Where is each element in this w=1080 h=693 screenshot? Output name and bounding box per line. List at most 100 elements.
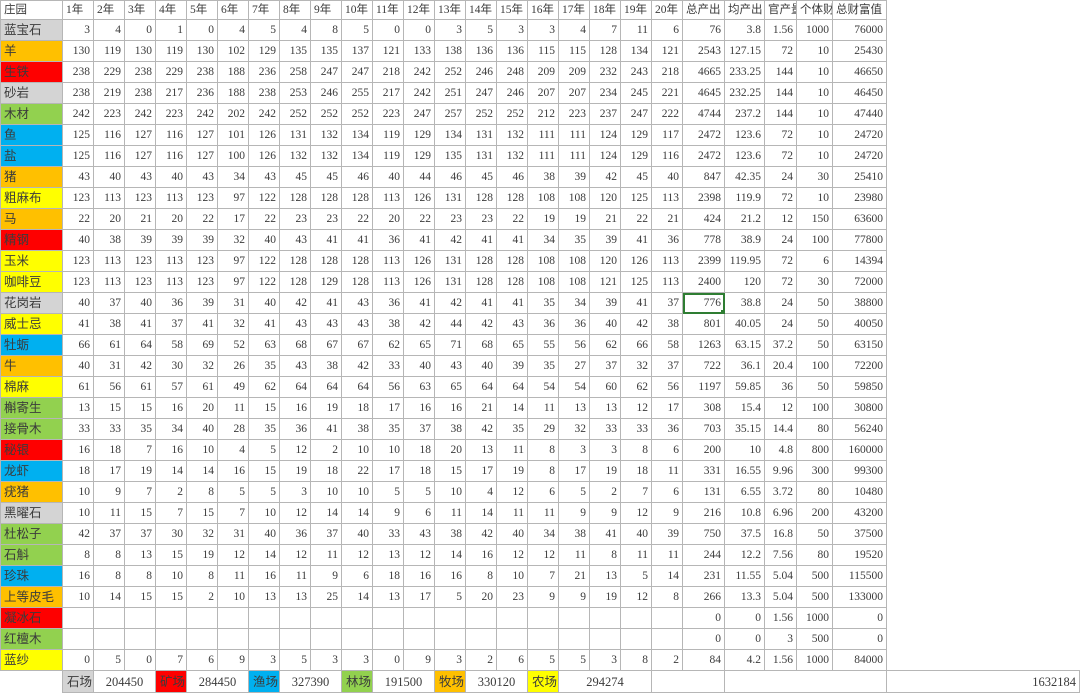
cell-玉米-year-5[interactable]: 123 (186, 250, 218, 272)
cell-秘银-year-2[interactable]: 18 (93, 439, 125, 461)
cell-蓝纱-year-15[interactable]: 6 (496, 649, 528, 671)
cell-秘银-year-14[interactable]: 13 (465, 439, 497, 461)
cell-马-year-4[interactable]: 20 (155, 208, 187, 230)
cell-威士忌-year-3[interactable]: 41 (124, 313, 156, 335)
cell-棉麻-year-18[interactable]: 60 (589, 376, 621, 398)
cell-精钢-unit-wealth[interactable]: 100 (796, 229, 833, 251)
row-label-木材[interactable]: 木材 (0, 103, 63, 125)
cell-蓝宝石-year-19[interactable]: 11 (620, 19, 652, 41)
cell-咖啡豆-total-output[interactable]: 2400 (682, 271, 725, 293)
cell-木材-year-12[interactable]: 247 (403, 103, 435, 125)
cell-生铁-avg-output[interactable]: 233.25 (724, 61, 765, 83)
cell-珍珠-year-18[interactable]: 13 (589, 565, 621, 587)
cell-木材-year-13[interactable]: 257 (434, 103, 466, 125)
cell-棉麻-year-4[interactable]: 57 (155, 376, 187, 398)
cell-精钢-official-output[interactable]: 24 (764, 229, 797, 251)
cell-蓝纱-year-2[interactable]: 5 (93, 649, 125, 671)
cell-牛-year-20[interactable]: 37 (651, 355, 683, 377)
cell-咖啡豆-year-13[interactable]: 131 (434, 271, 466, 293)
column-header-均产出[interactable]: 均产出 (724, 0, 765, 20)
cell-凝冰石-avg-output[interactable]: 0 (724, 607, 765, 629)
cell-蓝宝石-year-6[interactable]: 4 (217, 19, 249, 41)
cell-猪-year-8[interactable]: 45 (279, 166, 311, 188)
cell-龙虾-year-6[interactable]: 16 (217, 460, 249, 482)
cell-生铁-year-9[interactable]: 247 (310, 61, 342, 83)
cell-槲寄生-year-17[interactable]: 13 (558, 397, 590, 419)
cell-红檀木-year-14[interactable] (465, 628, 497, 650)
cell-接骨木-year-13[interactable]: 38 (434, 418, 466, 440)
cell-咖啡豆-year-10[interactable]: 128 (341, 271, 373, 293)
cell-精钢-year-5[interactable]: 39 (186, 229, 218, 251)
cell-杜松子-year-3[interactable]: 37 (124, 523, 156, 545)
cell-蓝纱-year-3[interactable]: 0 (124, 649, 156, 671)
cell-秘银-year-6[interactable]: 4 (217, 439, 249, 461)
cell-精钢-year-9[interactable]: 41 (310, 229, 342, 251)
cell-凝冰石-official-output[interactable]: 1.56 (764, 607, 797, 629)
cell-羊-year-3[interactable]: 130 (124, 40, 156, 62)
cell-精钢-avg-output[interactable]: 38.9 (724, 229, 765, 251)
cell-羊-year-16[interactable]: 115 (527, 40, 559, 62)
cell-生铁-year-11[interactable]: 218 (372, 61, 404, 83)
cell-玉米-avg-output[interactable]: 119.95 (724, 250, 765, 272)
cell-鱼-year-15[interactable]: 132 (496, 124, 528, 146)
cell-花岗岩-official-output[interactable]: 24 (764, 292, 797, 314)
cell-猪-year-16[interactable]: 38 (527, 166, 559, 188)
column-header-year-2[interactable]: 2年 (93, 0, 125, 20)
cell-咖啡豆-year-8[interactable]: 128 (279, 271, 311, 293)
cell-上等皮毛-year-20[interactable]: 8 (651, 586, 683, 608)
cell-木材-year-16[interactable]: 212 (527, 103, 559, 125)
cell-牛-avg-output[interactable]: 36.1 (724, 355, 765, 377)
cell-珍珠-year-19[interactable]: 5 (620, 565, 652, 587)
cell-上等皮毛-year-17[interactable]: 9 (558, 586, 590, 608)
cell-威士忌-avg-output[interactable]: 40.05 (724, 313, 765, 335)
cell-羊-year-6[interactable]: 102 (217, 40, 249, 62)
cell-生铁-year-13[interactable]: 252 (434, 61, 466, 83)
cell-盐-year-3[interactable]: 127 (124, 145, 156, 167)
cell-槲寄生-year-8[interactable]: 16 (279, 397, 311, 419)
cell-接骨木-year-18[interactable]: 33 (589, 418, 621, 440)
cell-砂岩-year-2[interactable]: 219 (93, 82, 125, 104)
cell-上等皮毛-year-11[interactable]: 13 (372, 586, 404, 608)
cell-凝冰石-year-10[interactable] (341, 607, 373, 629)
cell-接骨木-year-7[interactable]: 35 (248, 418, 280, 440)
cell-上等皮毛-year-14[interactable]: 20 (465, 586, 497, 608)
cell-杜松子-unit-wealth[interactable]: 50 (796, 523, 833, 545)
cell-鱼-total-output[interactable]: 2472 (682, 124, 725, 146)
cell-马-year-11[interactable]: 20 (372, 208, 404, 230)
cell-粗麻布-year-2[interactable]: 113 (93, 187, 125, 209)
cell-猪-year-17[interactable]: 39 (558, 166, 590, 188)
cell-砂岩-year-14[interactable]: 247 (465, 82, 497, 104)
cell-牡蛎-total-output[interactable]: 1263 (682, 334, 725, 356)
cell-精钢-year-15[interactable]: 41 (496, 229, 528, 251)
cell-接骨木-year-6[interactable]: 28 (217, 418, 249, 440)
cell-疣猪-year-17[interactable]: 5 (558, 481, 590, 503)
cell-槲寄生-year-14[interactable]: 21 (465, 397, 497, 419)
cell-木材-year-17[interactable]: 223 (558, 103, 590, 125)
cell-马-year-10[interactable]: 22 (341, 208, 373, 230)
cell-马-year-13[interactable]: 23 (434, 208, 466, 230)
cell-鱼-year-7[interactable]: 126 (248, 124, 280, 146)
cell-精钢-year-8[interactable]: 43 (279, 229, 311, 251)
cell-咖啡豆-year-14[interactable]: 128 (465, 271, 497, 293)
cell-秘银-year-4[interactable]: 16 (155, 439, 187, 461)
cell-珍珠-year-11[interactable]: 18 (372, 565, 404, 587)
cell-龙虾-year-11[interactable]: 17 (372, 460, 404, 482)
cell-接骨木-year-14[interactable]: 42 (465, 418, 497, 440)
cell-珍珠-year-20[interactable]: 14 (651, 565, 683, 587)
cell-牡蛎-year-20[interactable]: 58 (651, 334, 683, 356)
cell-花岗岩-unit-wealth[interactable]: 50 (796, 292, 833, 314)
cell-马-unit-wealth[interactable]: 150 (796, 208, 833, 230)
cell-疣猪-year-15[interactable]: 12 (496, 481, 528, 503)
cell-疣猪-total-output[interactable]: 131 (682, 481, 725, 503)
cell-花岗岩-year-3[interactable]: 40 (124, 292, 156, 314)
cell-木材-year-9[interactable]: 252 (310, 103, 342, 125)
cell-生铁-year-10[interactable]: 247 (341, 61, 373, 83)
cell-盐-year-18[interactable]: 124 (589, 145, 621, 167)
cell-龙虾-year-9[interactable]: 18 (310, 460, 342, 482)
cell-黑曜石-year-6[interactable]: 7 (217, 502, 249, 524)
cell-疣猪-year-19[interactable]: 7 (620, 481, 652, 503)
row-label-玉米[interactable]: 玉米 (0, 250, 63, 272)
cell-粗麻布-year-14[interactable]: 128 (465, 187, 497, 209)
cell-粗麻布-year-12[interactable]: 126 (403, 187, 435, 209)
cell-珍珠-year-8[interactable]: 11 (279, 565, 311, 587)
